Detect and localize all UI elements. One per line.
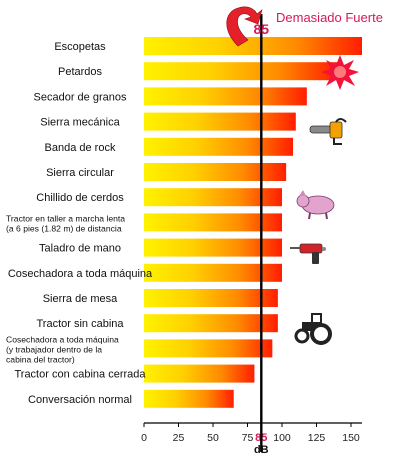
category-label-11: Tractor sin cabina bbox=[36, 318, 124, 330]
pig-icon bbox=[296, 190, 335, 220]
explosion-icon bbox=[321, 55, 359, 90]
category-label-3: Sierra mecánica bbox=[40, 117, 120, 129]
category-label-2: Secador de granos bbox=[34, 91, 127, 103]
curved-arrow-icon bbox=[226, 6, 263, 47]
x-tick-label-2: 50 bbox=[207, 432, 219, 444]
bar-4 bbox=[144, 137, 294, 156]
bar-9 bbox=[144, 263, 282, 282]
x-axis-ticks-group: 025507585100125150 bbox=[141, 423, 360, 444]
bar-6 bbox=[144, 188, 282, 207]
bar-14 bbox=[144, 389, 234, 408]
category-label-1: Petardos bbox=[58, 66, 103, 78]
bar-5 bbox=[144, 163, 287, 181]
x-tick-label-6: 125 bbox=[308, 432, 326, 444]
bar-12 bbox=[144, 339, 273, 358]
drill-icon bbox=[290, 243, 326, 264]
x-tick-label-7: 150 bbox=[342, 432, 360, 444]
bar-1 bbox=[144, 62, 338, 81]
category-label-14: Conversación normal bbox=[28, 394, 132, 406]
x-tick-label-1: 25 bbox=[173, 432, 185, 444]
category-label-6: Chillido de cerdos bbox=[36, 192, 124, 204]
bar-10 bbox=[144, 289, 278, 307]
tractor-icon bbox=[294, 313, 332, 345]
x-tick-label-0: 0 bbox=[141, 432, 147, 444]
category-label-8: Taladro de mano bbox=[39, 243, 121, 255]
bar-7 bbox=[144, 213, 282, 232]
x-tick-label-3: 75 bbox=[242, 432, 254, 444]
category-label-5: Sierra circular bbox=[46, 167, 114, 179]
chainsaw-icon bbox=[309, 118, 347, 145]
category-label-7: Tractor en taller a marcha lenta (a 6 pie… bbox=[6, 213, 125, 233]
bar-0 bbox=[144, 37, 362, 55]
bar-2 bbox=[144, 87, 307, 106]
category-label-10: Sierra de mesa bbox=[43, 293, 118, 305]
category-label-12: Cosechadora a toda máquina (y trabajador … bbox=[6, 334, 119, 364]
category-label-4: Banda de rock bbox=[45, 142, 116, 154]
category-label-9: Cosechadora a toda máquina bbox=[8, 268, 153, 280]
category-label-0: Escopetas bbox=[54, 41, 106, 53]
bar-8 bbox=[144, 238, 282, 257]
danger-threshold-number: 85 bbox=[254, 21, 270, 37]
bar-13 bbox=[144, 364, 255, 383]
category-label-13: Tractor con cabina cerrada bbox=[14, 369, 146, 381]
x-tick-label-5: 100 bbox=[273, 432, 291, 444]
bars-group bbox=[144, 37, 362, 408]
bar-11 bbox=[144, 314, 278, 333]
bar-3 bbox=[144, 112, 296, 131]
category-labels-group: Escopetas Petardos Secador de granos Sierra… bbox=[6, 41, 153, 406]
danger-text: Demasiado Fuerte bbox=[276, 10, 383, 25]
